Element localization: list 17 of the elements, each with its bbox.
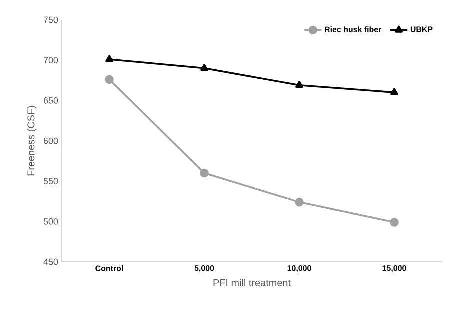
y-tick-label: 750 [44, 16, 58, 24]
y-tick-label: 650 [44, 97, 58, 104]
x-axis-title: PFI mill treatment [214, 279, 291, 286]
y-tick-label: 500 [44, 218, 58, 225]
point [106, 55, 114, 62]
point [390, 88, 398, 96]
y-tick-label: 700 [44, 57, 58, 64]
y-tick-label: 450 [44, 258, 58, 266]
point [105, 75, 114, 84]
point [390, 218, 399, 227]
point [295, 198, 304, 207]
point [200, 64, 208, 72]
point [296, 80, 304, 88]
point [200, 168, 209, 178]
y-axis-title: Freeness (CSF) [27, 106, 37, 176]
y-tick-label: 550 [44, 178, 58, 185]
y-tick-label: 600 [44, 138, 58, 144]
